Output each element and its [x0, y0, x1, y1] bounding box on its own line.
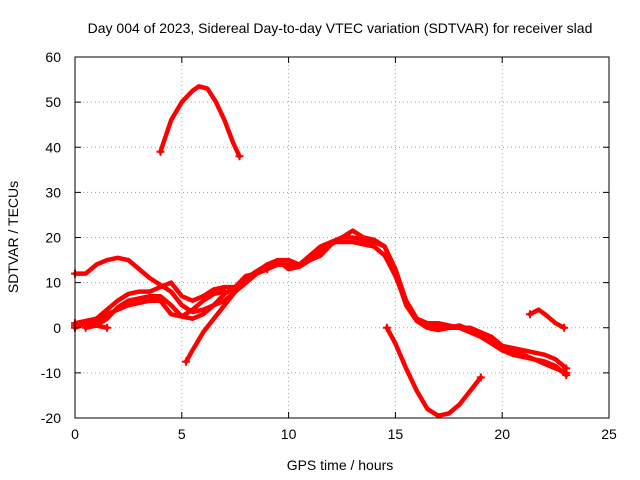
x-tick-label: 5	[178, 426, 186, 442]
x-tick-label: 10	[281, 426, 297, 442]
y-tick-label: -20	[41, 410, 61, 426]
y-axis-label: SDTVAR / TECUs	[5, 181, 21, 293]
series-point	[263, 265, 272, 274]
x-tick-label: 0	[71, 426, 79, 442]
tick-labels: 0 5 10 15 20 25 -20 -10 0 10 20 30 40 50 60	[41, 49, 617, 442]
series-line-arc-8	[384, 325, 484, 418]
x-tick-label: 20	[494, 426, 510, 442]
series-point	[235, 152, 244, 161]
series-point	[382, 323, 391, 332]
y-tick-label: 60	[45, 49, 61, 65]
series-point	[220, 287, 229, 296]
x-axis-label: GPS time / hours	[287, 457, 394, 473]
chart-title: Day 004 of 2023, Sidereal Day-to-day VTE…	[88, 20, 593, 36]
y-tick-label: -10	[41, 365, 61, 381]
series-point	[476, 373, 485, 382]
series-point	[562, 364, 571, 373]
series-point	[103, 323, 112, 332]
series-line-arc-4	[158, 84, 242, 159]
ticks	[74, 56, 610, 419]
y-tick-label: 20	[45, 230, 61, 246]
x-tick-label: 25	[601, 426, 617, 442]
grid	[75, 57, 609, 418]
y-tick-label: 0	[53, 320, 61, 336]
series-line-arc-5	[72, 289, 227, 328]
x-tick-label: 15	[388, 426, 404, 442]
series-line-arc-9	[527, 307, 567, 331]
y-tick-label: 30	[45, 184, 61, 200]
series-point	[81, 323, 90, 332]
series-point	[156, 147, 165, 156]
series-line-arc-7	[183, 266, 270, 364]
series-point	[560, 323, 569, 332]
series-point	[562, 371, 571, 380]
series-layer	[71, 84, 571, 418]
series-point	[525, 310, 534, 319]
y-tick-label: 50	[45, 94, 61, 110]
y-tick-label: 40	[45, 139, 61, 155]
series-line-arc-1	[72, 235, 569, 376]
series-point	[182, 357, 191, 366]
y-tick-label: 10	[45, 275, 61, 291]
series-line-arc-3	[72, 239, 569, 378]
